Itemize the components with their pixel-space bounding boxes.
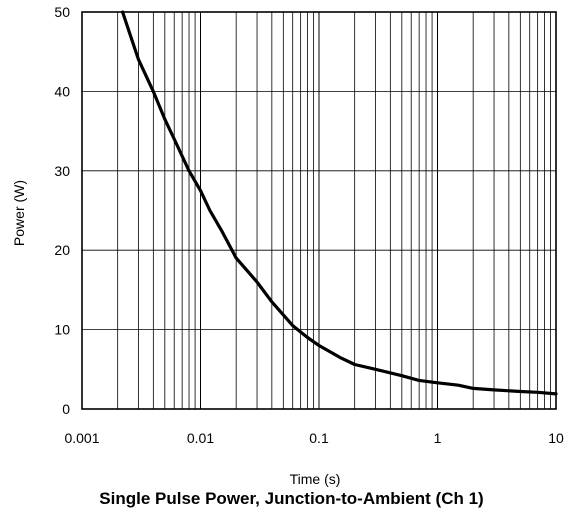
y-tick-label: 20 bbox=[54, 242, 70, 258]
y-tick-label: 0 bbox=[62, 401, 70, 417]
curve-layer bbox=[120, 10, 558, 396]
x-tick-label: 1 bbox=[434, 430, 442, 446]
tick-labels: 0.001 0.01 0.1 1 10 0 10 20 30 40 50 bbox=[54, 4, 564, 446]
x-tick-label: 0.1 bbox=[309, 430, 329, 446]
x-tick-label: 0.001 bbox=[64, 430, 99, 446]
y-tick-label: 50 bbox=[54, 4, 70, 20]
x-tick-label: 0.01 bbox=[187, 430, 214, 446]
grid-lines bbox=[81, 11, 556, 410]
y-tick-label: 10 bbox=[54, 322, 70, 338]
y-tick-label: 30 bbox=[54, 163, 70, 179]
plot-frame bbox=[81, 11, 557, 410]
y-tick-label: 40 bbox=[54, 83, 70, 99]
y-axis-label: Power (W) bbox=[11, 180, 27, 246]
x-tick-label: 10 bbox=[548, 430, 564, 446]
x-axis-label: Time (s) bbox=[290, 471, 341, 487]
power-curve bbox=[120, 10, 558, 396]
chart-title: Single Pulse Power, Junction-to-Ambient … bbox=[99, 489, 484, 508]
